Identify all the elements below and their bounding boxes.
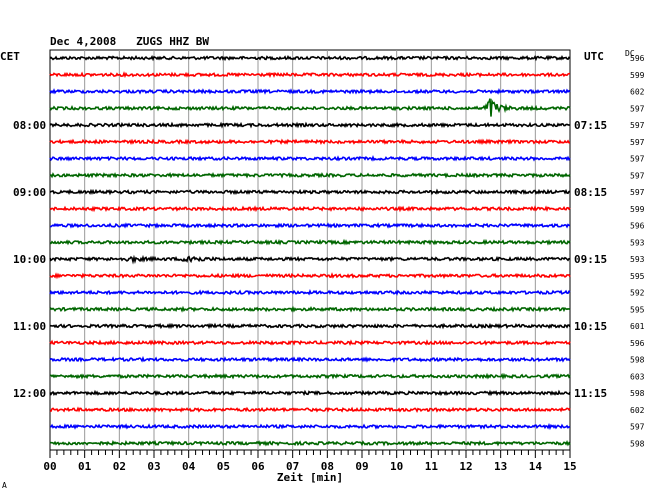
left-hour-label: 12:00	[13, 387, 46, 400]
dc-value: 597	[630, 138, 645, 147]
left-hour-label: 10:00	[13, 253, 46, 266]
trace-row-1	[49, 71, 571, 79]
x-tick-label: 07	[286, 460, 299, 473]
dc-values: 596 599 602 597 597 597 597 597 597 599 596 593 593 5…	[630, 54, 645, 448]
trace-row-20	[49, 389, 571, 397]
dc-value: 597	[630, 121, 645, 130]
right-hour-label: 10:15	[574, 320, 607, 333]
trace-row-22	[49, 422, 571, 431]
trace-row-11	[49, 238, 571, 246]
trace-row-19	[49, 372, 571, 380]
trace-row-2	[49, 88, 571, 95]
trace-row-17	[49, 339, 571, 347]
trace-row-7	[49, 171, 571, 179]
dc-value: 597	[630, 104, 645, 113]
dc-value: 595	[630, 272, 645, 281]
x-tick-label: 14	[529, 460, 543, 473]
trace-row-13	[49, 272, 571, 280]
plot-area-frame	[49, 49, 571, 451]
dc-value: 601	[630, 322, 645, 331]
trace-row-23	[49, 439, 571, 447]
dc-value: 599	[630, 205, 645, 214]
vertical-gridlines	[84, 50, 536, 450]
right-timezone-label: UTC	[584, 50, 604, 63]
dc-value: 597	[630, 155, 645, 164]
right-hour-label: 07:15	[574, 119, 607, 132]
trace-row-6	[49, 155, 571, 162]
dc-value: 602	[630, 88, 645, 97]
right-hour-labels: 07:15 08:15 09:15 10:15 11:15	[574, 119, 607, 400]
trace-row-3	[49, 98, 571, 117]
x-tick-label: 08	[321, 460, 334, 473]
x-tick-label: 03	[147, 460, 160, 473]
right-hour-label: 11:15	[574, 387, 607, 400]
x-tick-label: 15	[563, 460, 576, 473]
dc-value: 596	[630, 339, 645, 348]
dc-value: 602	[630, 406, 645, 415]
trace-row-8	[49, 188, 571, 196]
trace-row-12	[49, 254, 571, 265]
trace-row-15	[49, 305, 571, 313]
dc-value: 595	[630, 305, 645, 314]
x-tick-label: 01	[78, 460, 92, 473]
dc-value: 596	[630, 222, 645, 231]
trace-row-4	[49, 121, 571, 129]
x-tick-label: 05	[217, 460, 230, 473]
dc-value: 597	[630, 423, 645, 432]
dc-header: DC	[625, 49, 635, 58]
left-timezone-label: CET	[0, 50, 20, 63]
dc-value: 593	[630, 238, 645, 247]
dc-value: 598	[630, 356, 645, 365]
trace-row-9	[49, 205, 571, 213]
right-hour-label: 09:15	[574, 253, 607, 266]
footer-mark: A	[2, 481, 7, 490]
dc-value: 603	[630, 372, 645, 381]
trace-row-21	[49, 406, 571, 414]
x-tick-label: 00	[43, 460, 56, 473]
x-axis-label: Zeit [min]	[277, 471, 343, 484]
right-hour-label: 08:15	[574, 186, 607, 199]
trace-row-14	[49, 288, 571, 296]
dc-value: 599	[630, 71, 645, 80]
x-tick-label: 11	[425, 460, 439, 473]
dc-value: 598	[630, 439, 645, 448]
x-tick-label: 12	[459, 460, 472, 473]
left-hour-label: 08:00	[13, 119, 46, 132]
trace-row-18	[49, 355, 571, 363]
chart-title: Dec 4,2008 ZUGS HHZ BW	[50, 35, 209, 48]
trace-row-5	[49, 138, 571, 146]
x-tick-label: 04	[182, 460, 196, 473]
trace-row-10	[49, 222, 571, 229]
dc-value: 597	[630, 188, 645, 197]
dc-value: 592	[630, 289, 645, 298]
x-tick-label: 10	[390, 460, 403, 473]
trace-row-0	[49, 54, 571, 62]
dc-value: 597	[630, 171, 645, 180]
x-tick-label: 02	[113, 460, 126, 473]
x-axis: 00 01 02 03 04 05 06 07 08 09 10 11 12 13 14 15	[43, 450, 577, 473]
dc-value: 598	[630, 389, 645, 398]
x-tick-label: 06	[251, 460, 265, 473]
dc-value: 596	[630, 54, 645, 63]
left-hour-label: 09:00	[13, 186, 46, 199]
dc-value: 593	[630, 255, 645, 264]
trace-row-16	[49, 322, 571, 330]
left-hour-labels: 08:00 09:00 10:00 11:00 12:00	[13, 119, 46, 400]
seismic-traces	[49, 54, 571, 447]
left-hour-label: 11:00	[13, 320, 46, 333]
x-tick-label: 09	[355, 460, 368, 473]
x-tick-label: 13	[494, 460, 507, 473]
